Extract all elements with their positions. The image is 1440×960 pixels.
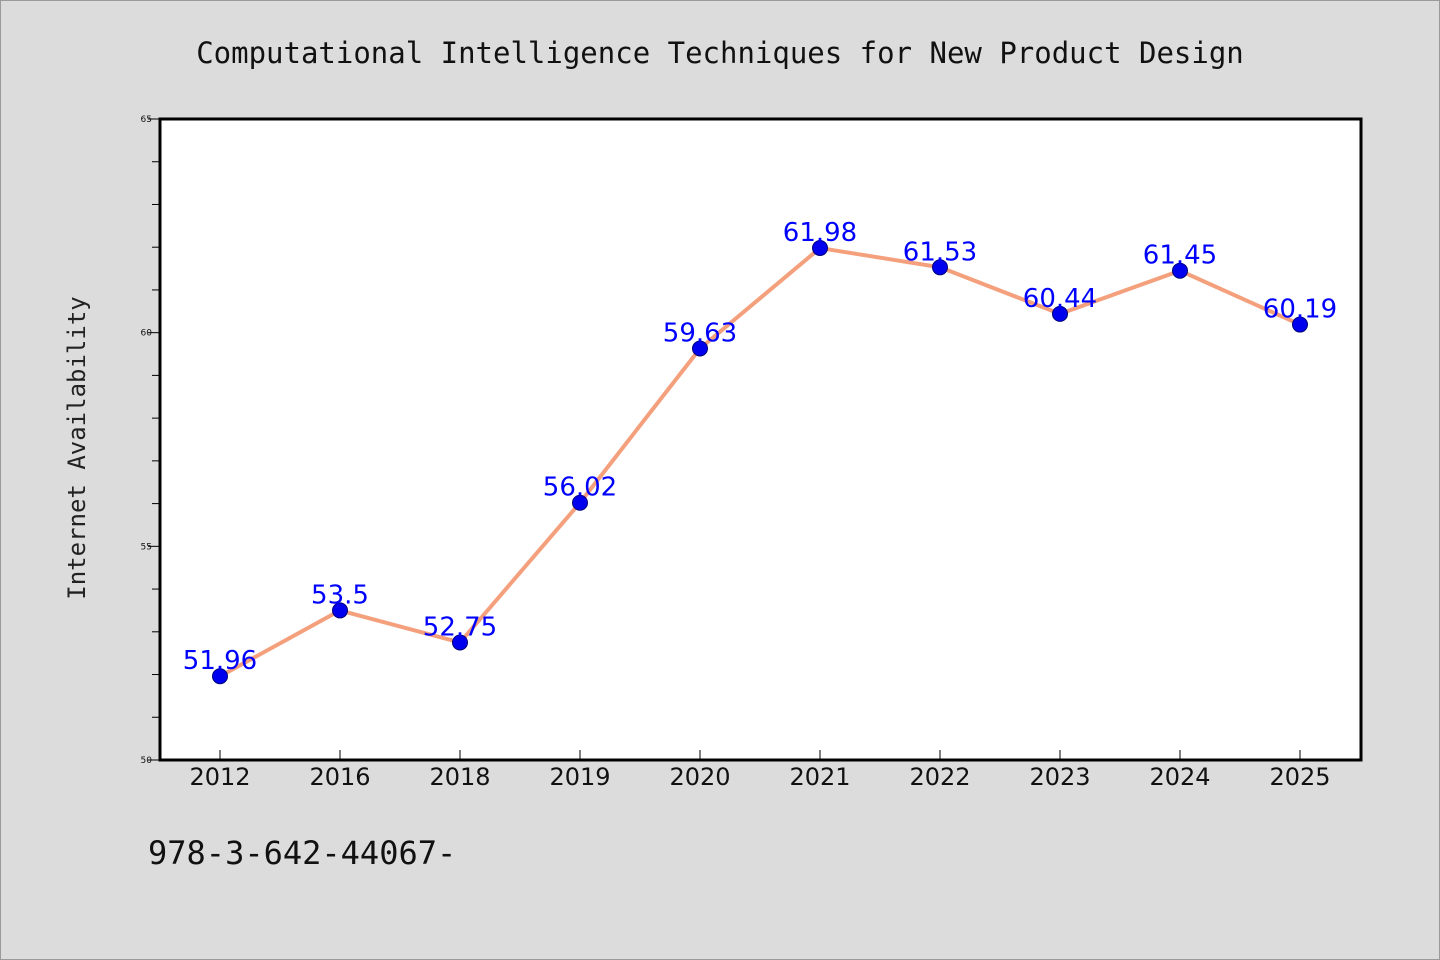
x-tick-label: 2012 xyxy=(189,763,250,791)
data-point xyxy=(452,634,468,651)
y-tick-label: 55 xyxy=(141,542,152,552)
y-tick-label: 50 xyxy=(141,756,153,766)
data-label: 61.45 xyxy=(1143,241,1217,271)
data-label: 53.5 xyxy=(311,580,369,610)
data-point xyxy=(932,259,948,276)
y-tick-label: 65 xyxy=(141,115,152,125)
x-tick-label: 2024 xyxy=(1149,763,1210,791)
data-point xyxy=(332,602,348,619)
data-label: 61.53 xyxy=(903,237,977,267)
y-tick-label: 60 xyxy=(141,329,153,339)
plot-area xyxy=(158,117,1363,762)
y-axis-label: Internet Availability xyxy=(63,296,91,599)
data-point xyxy=(212,668,228,685)
x-tick-label: 2022 xyxy=(909,763,970,791)
data-point xyxy=(572,494,588,511)
data-label: 56.02 xyxy=(543,473,617,503)
data-label: 59.63 xyxy=(663,318,737,348)
data-point xyxy=(1172,262,1188,279)
x-tick-label: 2023 xyxy=(1029,763,1090,791)
series-group: 51.96 53.5 52.75 56.02 59.63 61.98 61.53 60.44 6… xyxy=(183,218,1337,685)
x-tick-label: 2021 xyxy=(789,763,850,791)
data-label: 61.98 xyxy=(783,218,857,248)
x-tick-label: 2025 xyxy=(1269,763,1330,791)
x-tick-label: 2019 xyxy=(549,763,610,791)
x-tick-label: 2020 xyxy=(669,763,730,791)
data-label: 52.75 xyxy=(423,612,497,642)
data-point xyxy=(1052,305,1068,322)
data-point xyxy=(692,340,708,357)
x-tick-label: 2016 xyxy=(309,763,370,791)
x-tick-label: 2018 xyxy=(429,763,490,791)
series-line xyxy=(218,246,1302,679)
footer-isbn-text: 978-3-642-44067- xyxy=(148,834,456,872)
chart-title: Computational Intelligence Techniques fo… xyxy=(196,36,1244,70)
x-axis: 2012 2016 2018 2019 2020 2021 2022 2023 2024 2025 xyxy=(189,750,1331,791)
data-point xyxy=(1292,316,1308,333)
data-label: 51.96 xyxy=(183,646,257,676)
data-point xyxy=(812,240,828,257)
data-label: 60.44 xyxy=(1023,284,1097,314)
y-axis: 50 55 60 65 xyxy=(141,115,160,766)
data-label: 60.19 xyxy=(1263,295,1337,325)
